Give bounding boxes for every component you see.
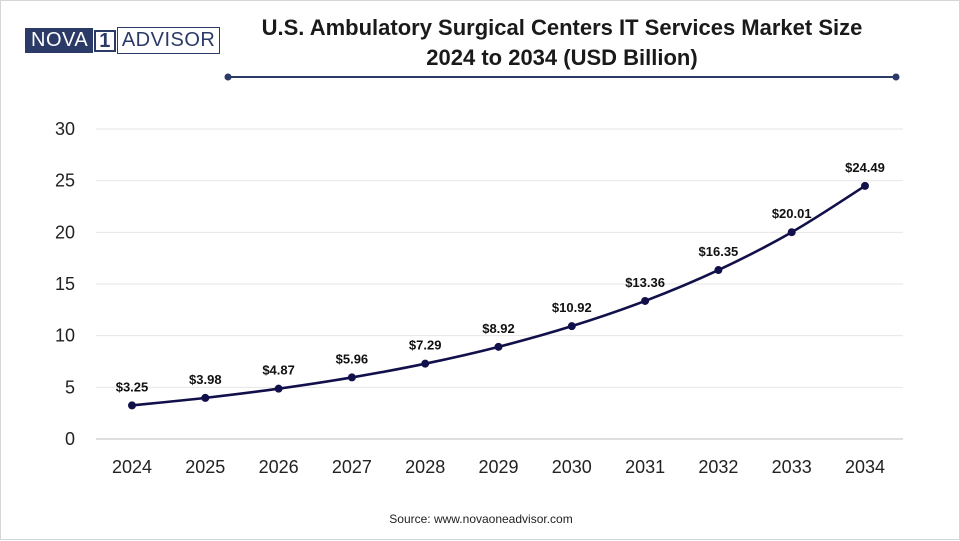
y-axis-ticks: 0 5 10 15 20 25 30 <box>55 119 75 449</box>
data-points <box>128 181 869 410</box>
y-tick-label: 5 <box>65 377 75 397</box>
data-label: $10.92 <box>552 300 592 315</box>
data-labels: $3.25 $3.98 $4.87 $5.96 $7.29 $8.92 $10.92 $13.… <box>116 160 885 394</box>
x-tick-label: 2032 <box>698 457 738 477</box>
logo-advisor: ADVISOR <box>116 27 221 54</box>
data-label: $20.01 <box>772 206 812 221</box>
chart-title: U.S. Ambulatory Surgical Centers IT Serv… <box>223 13 901 73</box>
title-rule-dot-right <box>892 73 900 81</box>
data-point <box>494 342 503 351</box>
data-point <box>274 384 283 393</box>
data-label: $24.49 <box>845 160 885 175</box>
y-tick-label: 15 <box>55 274 75 294</box>
chart-title-line1: U.S. Ambulatory Surgical Centers IT Serv… <box>261 15 863 40</box>
x-tick-label: 2033 <box>772 457 812 477</box>
x-tick-label: 2024 <box>112 457 152 477</box>
data-label: $16.35 <box>699 244 739 259</box>
title-underline <box>224 73 900 81</box>
data-label: $8.92 <box>482 321 515 336</box>
x-tick-label: 2026 <box>259 457 299 477</box>
data-point <box>201 393 210 402</box>
data-label: $4.87 <box>262 363 295 378</box>
data-point <box>567 322 576 331</box>
data-point <box>787 228 796 237</box>
data-point <box>347 373 356 382</box>
series-line <box>131 184 866 407</box>
logo-nova: NOVA <box>25 28 94 53</box>
logo-one: 1 <box>94 29 116 52</box>
y-tick-label: 30 <box>55 119 75 139</box>
data-point <box>641 296 650 305</box>
title-rule-dot-left <box>224 73 232 81</box>
data-label: $13.36 <box>625 275 665 290</box>
x-tick-label: 2031 <box>625 457 665 477</box>
data-label: $3.25 <box>116 379 149 394</box>
x-tick-label: 2028 <box>405 457 445 477</box>
x-tick-label: 2034 <box>845 457 885 477</box>
logo: NOVA 1 ADVISOR <box>25 27 221 54</box>
data-label: $7.29 <box>409 338 442 353</box>
x-axis-ticks: 2024 2025 2026 2027 2028 2029 2030 2031 2032 2033… <box>112 457 885 477</box>
chart-title-line2: 2024 to 2034 (USD Billion) <box>426 45 698 70</box>
y-tick-label: 20 <box>55 222 75 242</box>
x-tick-label: 2025 <box>185 457 225 477</box>
data-point <box>714 266 723 275</box>
data-label: $5.96 <box>336 351 369 366</box>
series-line-group <box>131 184 866 407</box>
gridlines <box>96 128 903 440</box>
y-tick-label: 0 <box>65 429 75 449</box>
x-tick-label: 2027 <box>332 457 372 477</box>
y-tick-label: 25 <box>55 171 75 191</box>
data-label: $3.98 <box>189 372 222 387</box>
data-point <box>128 401 136 410</box>
data-point <box>861 181 869 190</box>
x-tick-label: 2029 <box>478 457 518 477</box>
source-note: Source: www.novaoneadvisor.com <box>389 512 573 526</box>
data-point <box>421 359 430 368</box>
x-tick-label: 2030 <box>552 457 592 477</box>
y-tick-label: 10 <box>55 326 75 346</box>
